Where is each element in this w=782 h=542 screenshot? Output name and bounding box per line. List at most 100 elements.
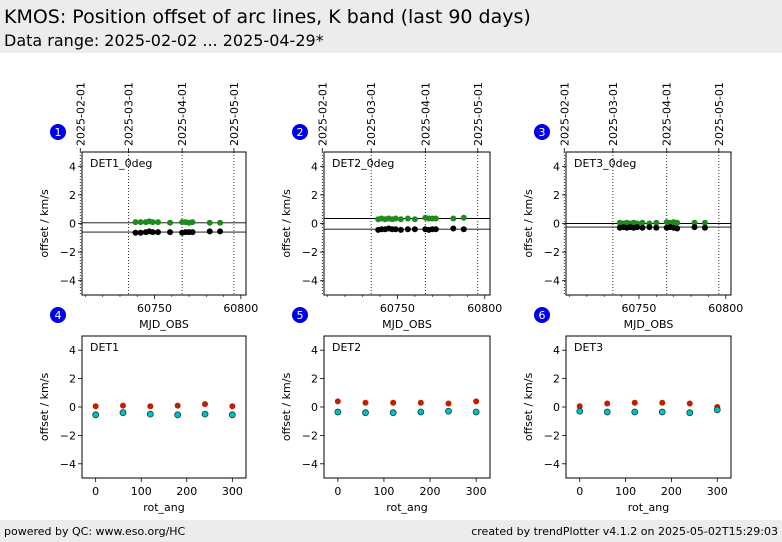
panel-number-badge [50,124,66,140]
plot-frame [565,335,732,479]
data-point [206,219,213,226]
data-point [119,409,127,417]
panel-number: 3 [539,126,546,139]
data-point [137,229,144,236]
panel-number: 4 [55,309,62,322]
y-tick-label: −2 [302,246,318,259]
data-point [229,403,236,410]
date-tick-label: 2025-04-01 [661,82,674,146]
x-tick-label: 60750 [137,302,172,315]
date-tick-label: 2025-04-01 [419,82,432,146]
data-point [404,226,411,233]
y-tick-label: 2 [311,189,318,202]
panel-number: 1 [55,126,62,139]
chart-panel-6: −4 −2 0 2 4 0 100 200 300 rot_ang offset / km/s DET… [522,307,732,514]
data-range-subtitle: Data range: 2025-02-02 ... 2025-04-29* [4,31,324,50]
data-point [120,402,126,409]
data-point [217,228,224,235]
data-point [432,226,439,233]
panel-number-badge [292,307,308,323]
x-tick-label: 60750 [621,302,656,315]
panel-number-badge [534,124,550,140]
y-tick-label: 4 [553,160,560,173]
data-point [460,214,467,221]
x-tick-label: 60750 [380,302,415,315]
y-tick-label: −4 [302,275,318,288]
y-axis-label: offset / km/s [280,189,293,258]
y-tick-label: 4 [553,344,560,357]
data-point [147,403,154,410]
y-tick-label: 2 [311,373,318,386]
data-point [460,226,467,233]
data-point [146,410,154,418]
footer-powered-by: powered by QC: www.eso.org/HC [4,525,186,538]
data-point [639,224,646,231]
x-tick-label: 60800 [467,302,502,315]
y-tick-label: 4 [69,344,76,357]
data-point [390,399,397,406]
panel-label: DET2_0deg [332,157,394,170]
chart-panel-4: −4 −2 0 2 4 0 100 200 300 rot_ang offset / km/s DET… [38,307,247,514]
data-point [392,215,399,222]
y-tick-label: 4 [69,160,76,173]
panel-number-badge [50,307,66,323]
data-point [445,400,452,407]
data-point [132,229,139,236]
data-point [631,408,639,416]
data-point [201,410,209,418]
data-point [713,406,721,414]
data-point [639,219,646,226]
plot-frame [81,335,247,479]
y-tick-label: −4 [544,275,560,288]
date-tick-label: 2025-03-01 [123,82,136,146]
date-tick-label: 2025-03-01 [607,82,620,146]
y-tick-label: 0 [69,218,76,231]
data-point [149,229,156,236]
panel-label: DET3 [574,341,603,354]
data-point [334,398,341,405]
x-tick-label: 200 [420,485,441,498]
y-tick-label: 0 [311,401,318,414]
panel-number: 2 [297,126,304,139]
chart-panel-3: 2025-02-01 2025-03-01 2025-04-01 2025-05-01… [522,82,743,331]
data-point [691,224,698,231]
chart-panel-1: 2025-02-01 2025-03-01 2025-04-01 2025-05-01… [38,82,258,331]
data-point [137,219,144,226]
x-axis-label: rot_ang [628,501,670,514]
panel-number-badge [534,307,550,323]
data-point [92,411,100,419]
data-point [473,398,480,405]
x-tick-label: 300 [707,485,728,498]
y-tick-label: −2 [544,246,560,259]
header-bar: KMOS: Position offset of arc lines, K ba… [0,0,782,53]
date-tick-label: 2025-02-01 [316,82,329,146]
data-point [634,224,641,231]
y-tick-label: 0 [553,218,560,231]
data-point [450,225,457,232]
data-point [674,225,681,232]
data-point [691,219,698,226]
data-point [397,216,404,223]
data-point [659,399,666,406]
y-tick-label: −4 [60,458,76,471]
x-axis-label: MJD_OBS [382,318,432,331]
footer-bar: powered by QC: www.eso.org/HC created by… [0,520,782,542]
data-point [686,400,693,407]
panel-number-badge [292,124,308,140]
panel-label: DET1 [90,341,119,354]
data-point [167,229,174,236]
x-tick-label: 0 [334,485,341,498]
footer-created-by: created by trendPlotter v4.1.2 on 2025-0… [471,525,778,538]
y-tick-label: 2 [69,373,76,386]
y-tick-label: 4 [311,344,318,357]
data-point [653,224,660,231]
date-tick-label: 2025-03-01 [365,82,378,146]
data-point [389,409,397,417]
data-point [450,215,457,222]
date-tick-label: 2025-05-01 [228,82,241,146]
data-point [576,403,583,410]
y-tick-label: 0 [553,401,560,414]
data-point [432,215,439,222]
y-axis-label: offset / km/s [280,373,293,442]
